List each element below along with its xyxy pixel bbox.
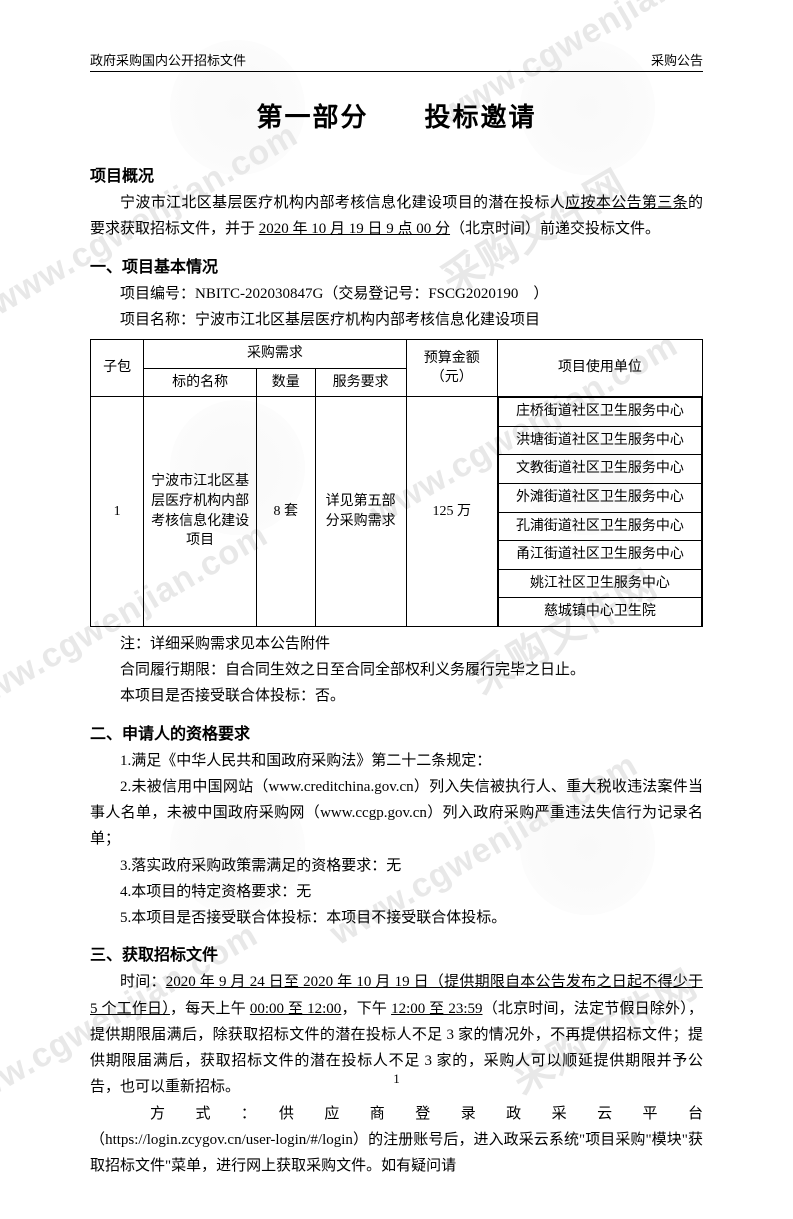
obtain-method-spread: 方 式 ： 供 应 商 登 录 政 采 云 平 台	[120, 1101, 703, 1127]
note-1: 注：详细采购需求见本公告附件	[90, 631, 703, 657]
unit-item: 姚江社区卫生服务中心	[498, 569, 701, 598]
header-right: 采购公告	[651, 50, 703, 69]
qual-heading: 二、申请人的资格要求	[90, 720, 703, 744]
qual-item: 3.落实政府采购政策需满足的资格要求：无	[90, 853, 703, 879]
basic-heading: 一、项目基本情况	[90, 253, 703, 277]
page-title: 第一部分 投标邀请	[90, 97, 703, 134]
th-budget: 预算金额（元）	[406, 340, 497, 397]
obtain-text: ，下午	[341, 1001, 391, 1017]
th-unit: 项目使用单位	[497, 340, 702, 397]
project-number: 项目编号：NBITC-202030847G（交易登记号：FSCG2020190 …	[90, 281, 703, 307]
unit-item: 孔浦街道社区卫生服务中心	[498, 512, 701, 541]
overview-deadline: 2020 年 10 月 19 日 9 点 00 分	[259, 221, 450, 237]
overview-heading: 项目概况	[90, 162, 703, 186]
th-sub: 子包	[91, 340, 144, 397]
obtain-hours-pm: 12:00 至 23:59	[391, 1001, 482, 1017]
cell-units: 庄桥街道社区卫生服务中心 洪塘街道社区卫生服务中心 文教街道社区卫生服务中心 外…	[497, 397, 702, 627]
qual-item: 4.本项目的特定资格要求：无	[90, 879, 703, 905]
overview-para: 宁波市江北区基层医疗机构内部考核信息化建设项目的潜在投标人应按本公告第三条的要求…	[90, 190, 703, 243]
project-name: 项目名称：宁波市江北区基层医疗机构内部考核信息化建设项目	[90, 307, 703, 333]
unit-item: 洪塘街道社区卫生服务中心	[498, 426, 701, 455]
header-left: 政府采购国内公开招标文件	[90, 50, 246, 69]
page-header: 政府采购国内公开招标文件 采购公告	[90, 50, 703, 72]
obtain-heading: 三、获取招标文件	[90, 941, 703, 965]
unit-item: 慈城镇中心卫生院	[498, 598, 701, 626]
th-svc: 服务要求	[315, 368, 406, 397]
unit-item: 文教街道社区卫生服务中心	[498, 455, 701, 484]
qual-item: 5.本项目是否接受联合体投标：本项目不接受联合体投标。	[90, 905, 703, 931]
cell-sub: 1	[91, 397, 144, 627]
overview-text: 宁波市江北区基层医疗机构内部考核信息化建设项目的潜在投标人	[120, 195, 565, 211]
table-row: 子包 采购需求 预算金额（元） 项目使用单位	[91, 340, 703, 369]
th-qty: 数量	[257, 368, 316, 397]
note-2: 合同履行期限：自合同生效之日至合同全部权利义务履行完毕之日止。	[90, 657, 703, 683]
cell-budget: 125 万	[406, 397, 497, 627]
obtain-text: ，每天上午	[170, 1001, 250, 1017]
cell-qty: 8 套	[257, 397, 316, 627]
qual-item: 2.未被信用中国网站（www.creditchina.gov.cn）列入失信被执…	[90, 774, 703, 853]
cell-name: 宁波市江北区基层医疗机构内部考核信息化建设项目	[144, 397, 257, 627]
obtain-method-body: （https://login.zcygov.cn/user-login/#/lo…	[90, 1127, 703, 1180]
unit-item: 外滩街道社区卫生服务中心	[498, 483, 701, 512]
qual-item: 1.满足《中华人民共和国政府采购法》第二十二条规定：	[90, 748, 703, 774]
overview-text: （北京时间）前递交投标文件。	[450, 221, 660, 237]
obtain-time: 时间：2020 年 9 月 24 日至 2020 年 10 月 19 日（提供期…	[90, 969, 703, 1100]
obtain-hours-am: 00:00 至 12:00	[250, 1001, 341, 1017]
overview-underline: 应按本公告第三条	[565, 195, 688, 211]
th-demand: 采购需求	[144, 340, 407, 369]
cell-svc: 详见第五部分采购需求	[315, 397, 406, 627]
procurement-table: 子包 采购需求 预算金额（元） 项目使用单位 标的名称 数量 服务要求 1 宁波…	[90, 339, 703, 627]
unit-item: 甬江街道社区卫生服务中心	[498, 541, 701, 570]
th-name: 标的名称	[144, 368, 257, 397]
note-3: 本项目是否接受联合体投标：否。	[90, 683, 703, 709]
obtain-text: 时间：	[120, 974, 166, 990]
table-row: 1 宁波市江北区基层医疗机构内部考核信息化建设项目 8 套 详见第五部分采购需求…	[91, 397, 703, 627]
unit-item: 庄桥街道社区卫生服务中心	[498, 398, 701, 427]
obtain-method-label: 方 式 ： 供 应 商 登 录 政 采 云 平 台	[90, 1101, 703, 1127]
